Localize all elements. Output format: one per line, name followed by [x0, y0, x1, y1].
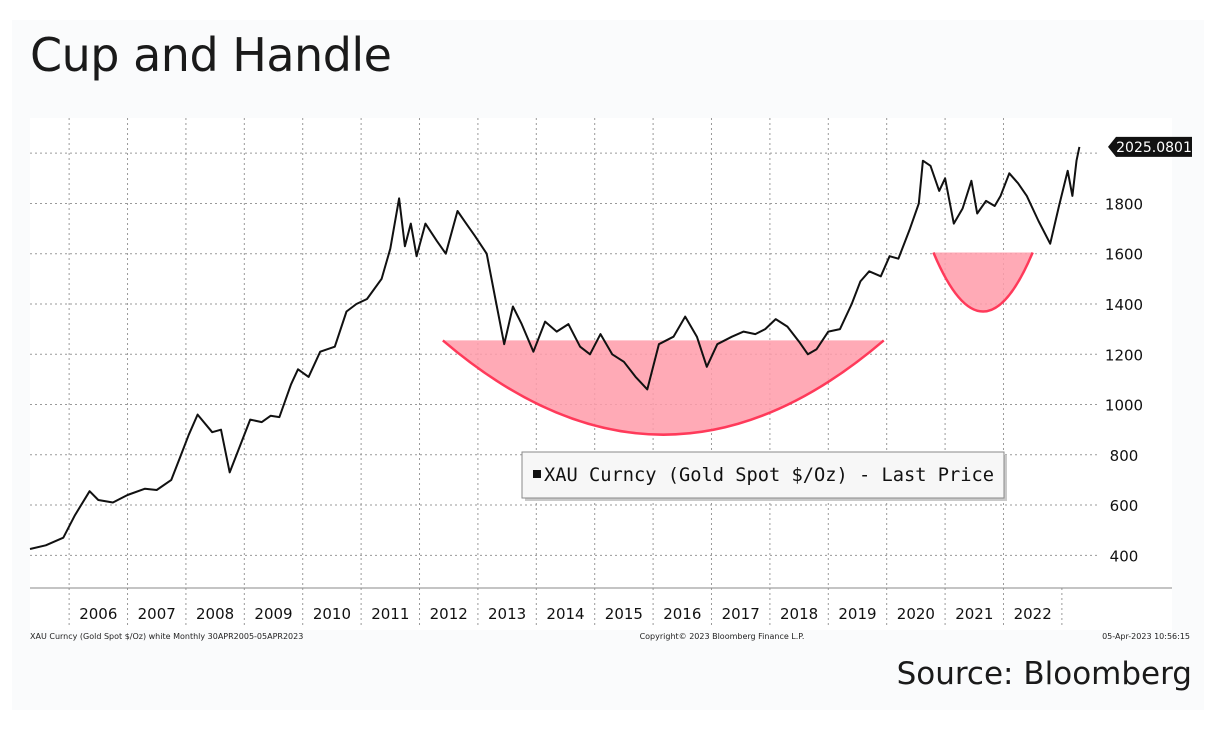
source-caption: Source: Bloomberg [896, 656, 1192, 692]
footer-series-info: XAU Curncy (Gold Spot $/Oz) white Monthl… [30, 632, 303, 641]
gold-price-line [29, 146, 1081, 550]
gold-price-chart: 2006 2007 2008 2009 2010 2011 2012 2013 2014 2015… [29, 118, 1192, 641]
footer-copyright: Copyright© 2023 Bloomberg Finance L.P. [640, 632, 805, 641]
x-tick-label-2022: 2022 [1014, 605, 1052, 623]
x-axis-band [30, 588, 1172, 630]
page-title: Cup and Handle [30, 28, 392, 82]
x-tick-label-2015: 2015 [605, 605, 643, 623]
footer-timestamp: 05-Apr-2023 10:56:15 [1102, 632, 1190, 641]
legend-swatch [533, 470, 541, 478]
y-tick-label-1600: 1600 [1105, 246, 1143, 264]
x-tick-label-2006: 2006 [79, 605, 117, 623]
last-value-tag [1108, 136, 1192, 157]
x-tick-label-2017: 2017 [722, 605, 760, 623]
x-tick-label-2010: 2010 [313, 605, 351, 623]
y-tick-label-800: 800 [1110, 447, 1139, 465]
legend-label: XAU Curncy (Gold Spot $/Oz) - Last Price [544, 464, 994, 486]
y-tick-label-1200: 1200 [1105, 346, 1143, 364]
x-tick-label-2019: 2019 [838, 605, 876, 623]
x-tick-label-2008: 2008 [196, 605, 234, 623]
x-tick-label-2013: 2013 [488, 605, 526, 623]
x-tick-label-2012: 2012 [430, 605, 468, 623]
cup-annotation-outline [442, 339, 885, 436]
x-tick-label-2009: 2009 [254, 605, 292, 623]
x-tick-label-2014: 2014 [546, 605, 584, 623]
y-tick-label-1000: 1000 [1105, 397, 1143, 415]
chart-page: Cup and Handle 2006 2007 2008 2009 2010 2011 2… [12, 20, 1204, 710]
legend-box [521, 451, 1005, 499]
x-tick-label-2020: 2020 [897, 605, 935, 623]
x-tick-label-2021: 2021 [955, 605, 993, 623]
x-tick-label-2016: 2016 [663, 605, 701, 623]
x-tick-label-2007: 2007 [138, 605, 176, 623]
y-tick-label-400: 400 [1110, 547, 1139, 565]
last-value-label: 2025.0801 [1116, 140, 1192, 156]
y-tick-label-600: 600 [1110, 497, 1139, 515]
y-tick-label-1400: 1400 [1105, 296, 1143, 314]
x-tick-label-2011: 2011 [371, 605, 409, 623]
handle-annotation-outline [932, 251, 1034, 313]
x-tick-label-2018: 2018 [780, 605, 818, 623]
y-tick-label-1800: 1800 [1105, 195, 1143, 213]
